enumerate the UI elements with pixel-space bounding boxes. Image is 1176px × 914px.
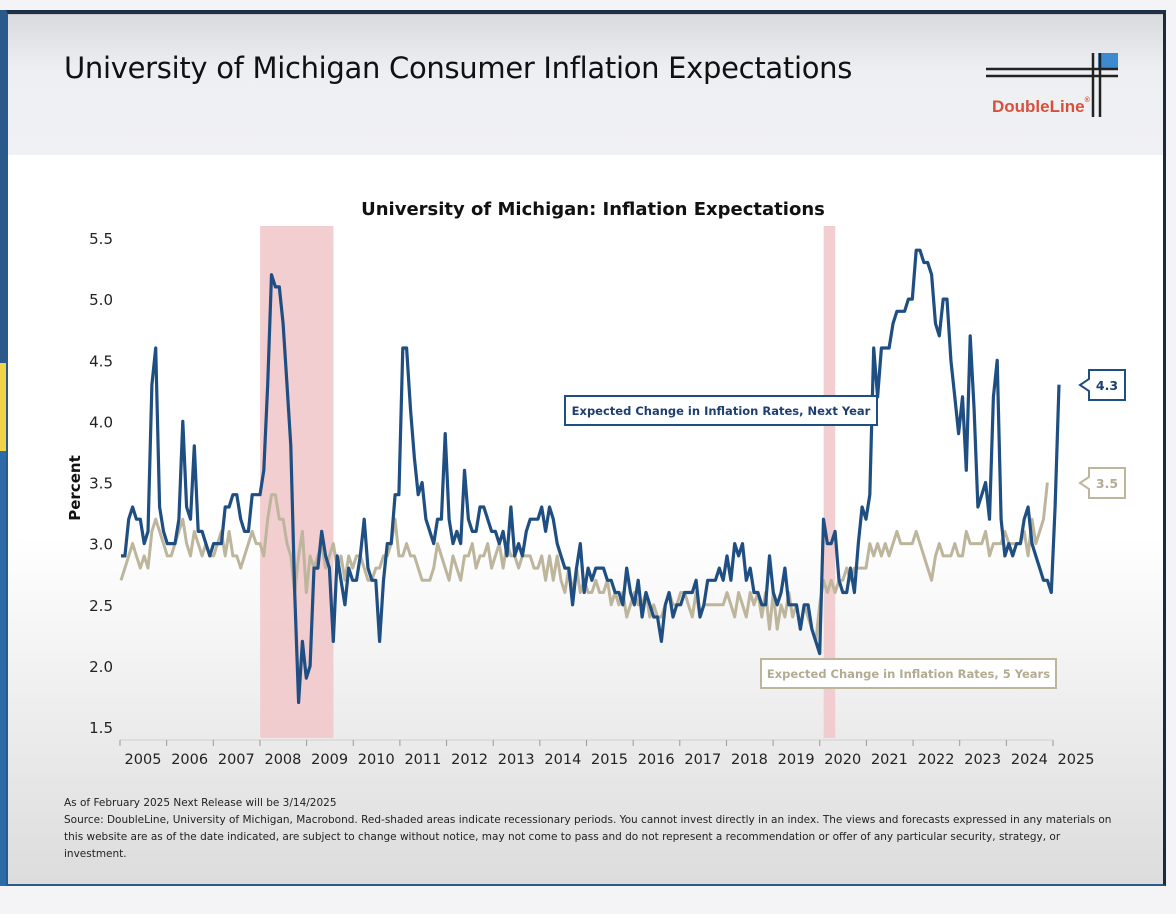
doubleline-logo: DoubleLine®	[984, 45, 1124, 145]
x-axis: 2005 2006 2007 2008 2009 2010 2011 2012 2013 2014…	[119, 739, 1095, 768]
legend-next-year-box	[564, 395, 878, 426]
x-tick-label: 2006	[171, 752, 208, 768]
legend-5-years-box	[760, 658, 1057, 689]
recession-band	[823, 226, 836, 738]
slide-header: University of Michigan Consumer Inflatio…	[8, 14, 1163, 155]
x-tick-label: 2021	[871, 752, 908, 768]
x-tick-label: 2007	[218, 752, 255, 768]
x-tick-label: 2017	[684, 752, 721, 768]
x-tick-label: 2008	[264, 752, 301, 768]
x-tick-label: 2016	[638, 752, 675, 768]
source-note: Source: DoubleLine, University of Michig…	[64, 814, 1112, 860]
footer-notes: As of February 2025 Next Release will be…	[64, 795, 1124, 863]
x-tick-label: 2013	[498, 752, 535, 768]
x-tick-label: 2009	[311, 752, 348, 768]
x-tick-label: 2005	[125, 752, 162, 768]
x-tick-label: 2023	[964, 752, 1001, 768]
x-tick-label: 2019	[778, 752, 815, 768]
y-tick-label: 5.0	[89, 291, 113, 309]
x-tick-label: 2014	[544, 752, 581, 768]
y-tick-label: 5.5	[89, 230, 113, 248]
y-axis: 5.5 5.0 4.5 4.0 3.5 3.0 2.5 2.0 1.5	[89, 230, 113, 737]
logo-wordmark: DoubleLine	[992, 97, 1085, 116]
recession-shading-group	[260, 226, 836, 738]
legend-next-year-text: Expected Change in Inflation Rates, Next…	[572, 404, 871, 418]
last-value-label: 4.3	[1096, 378, 1118, 393]
annotations: Expected Change in Inflation Rates, Next…	[564, 369, 1126, 689]
frame-accent-yellow	[0, 363, 6, 451]
frame-accent-top	[0, 10, 6, 363]
x-tick-label: 2022	[918, 752, 955, 768]
x-tick-label: 2015	[591, 752, 628, 768]
y-tick-label: 2.5	[89, 597, 113, 615]
frame-accent-bottom	[0, 451, 6, 886]
x-tick-label: 2024	[1011, 752, 1048, 768]
logo-text: DoubleLine®	[992, 97, 1090, 117]
logo-lines-icon	[986, 53, 1118, 117]
series-lines	[119, 248, 1061, 705]
page-title: University of Michigan Consumer Inflatio…	[64, 51, 853, 85]
last-value-label: 3.5	[1096, 476, 1118, 491]
chart-title: University of Michigan: Inflation Expect…	[361, 199, 825, 220]
last-value-callout-box	[1078, 467, 1126, 499]
release-note: As of February 2025 Next Release will be…	[64, 797, 337, 809]
x-tick-label: 2011	[404, 752, 441, 768]
y-tick-label: 1.5	[89, 719, 113, 737]
x-tick-label: 2020	[824, 752, 861, 768]
last-value-callout-box	[1078, 369, 1126, 401]
x-tick-label: 2018	[731, 752, 768, 768]
x-tick-label: 2025	[1058, 752, 1095, 768]
series-line-5-years	[119, 482, 1049, 643]
y-tick-label: 3.5	[89, 475, 113, 493]
series-line-next-year	[121, 248, 1061, 705]
y-tick-label: 4.5	[89, 352, 113, 370]
logo-accent-square	[1098, 53, 1118, 69]
legend-5-years-text: Expected Change in Inflation Rates, 5 Ye…	[767, 667, 1050, 681]
x-tick-label: 2010	[358, 752, 395, 768]
y-axis-label: Percent	[66, 455, 84, 520]
y-tick-label: 4.0	[89, 413, 113, 431]
y-tick-label: 2.0	[89, 658, 113, 676]
x-tick-label: 2012	[451, 752, 488, 768]
y-tick-label: 3.0	[89, 536, 113, 554]
registered-mark: ®	[1084, 97, 1090, 104]
